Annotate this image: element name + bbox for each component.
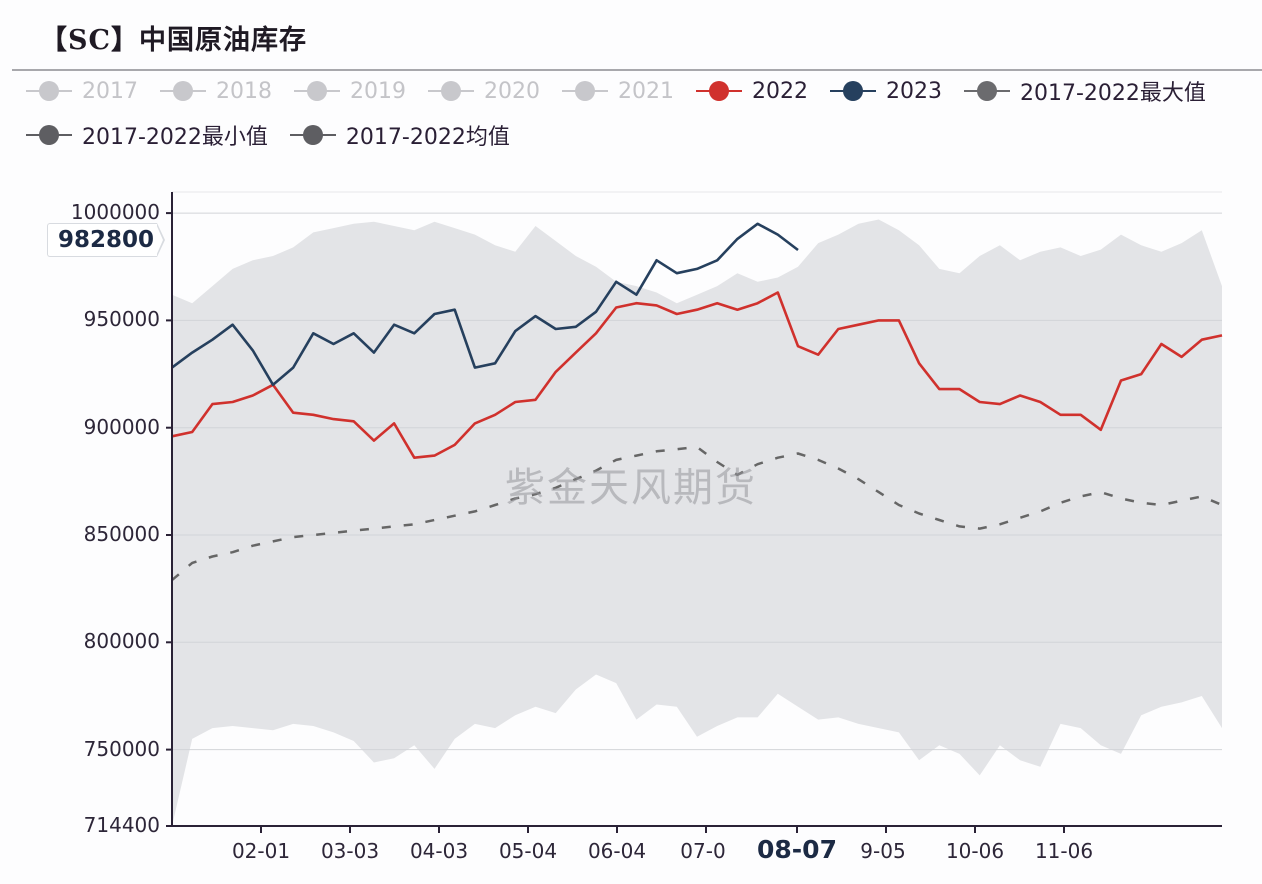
x-tick-label: 11-06 — [1034, 839, 1094, 863]
y-tick-label: 800000 — [83, 629, 160, 654]
legend-item-2020[interactable]: 2020 — [428, 76, 540, 106]
legend-label: 2022 — [752, 78, 808, 104]
y-tick-label: 750000 — [83, 736, 160, 761]
axis-pointer-arrow-inner — [156, 224, 163, 256]
y-tick-label: 1000000 — [70, 200, 160, 225]
legend-marker-icon — [289, 124, 336, 146]
legend-label: 2020 — [484, 78, 540, 104]
legend-marker-icon — [26, 80, 72, 102]
legend-marker-icon — [562, 80, 608, 102]
legend-label: 2017-2022均值 — [345, 125, 510, 150]
y-tick-label: 950000 — [83, 307, 160, 332]
x-tick-label: 02-01 — [231, 839, 291, 863]
x-tick-label: 9-05 — [860, 839, 906, 863]
x-tick-label: 06-04 — [587, 839, 647, 863]
x-tick-label: 04-03 — [409, 839, 469, 863]
legend-item-2017[interactable]: 2017 — [26, 76, 138, 106]
legend-marker-icon — [26, 124, 72, 146]
x-tick-label: 10-06 — [945, 839, 1005, 863]
legend-item-2019[interactable]: 2019 — [294, 76, 406, 106]
legend-marker-icon — [160, 80, 206, 102]
legend-label: 2018 — [216, 78, 272, 104]
legend-item-2023[interactable]: 2023 — [830, 76, 942, 106]
legend-label: 2017 — [82, 78, 138, 104]
x-tick-label: 05-04 — [498, 839, 558, 863]
legend-marker-icon — [428, 80, 474, 102]
legend-marker-icon — [294, 80, 340, 102]
legend-item-2017-2022-max[interactable]: 2017-2022最大值 — [964, 76, 1206, 106]
legend-label: 2017-2022最小值 — [82, 125, 268, 150]
legend-item-2017-2022-avg[interactable]: 2017-2022均值 — [289, 120, 510, 150]
x-tick-label: 07-0 — [680, 839, 726, 863]
legend-label: 2019 — [350, 78, 406, 104]
x-axis-pointer-label: 08-07 — [752, 835, 842, 864]
legend-label: 2017-2022最大值 — [1020, 81, 1206, 106]
chart-title: 【SC】中国原油库存 — [40, 25, 307, 56]
watermark: 紫金天风期货 — [505, 465, 757, 511]
legend-row-1: 2017 2018 2019 2020 2021 2022 2023 2017-2022最大值 — [26, 76, 1228, 106]
legend-item-2018[interactable]: 2018 — [160, 76, 272, 106]
legend-marker-icon — [964, 80, 1010, 102]
legend-label: 2021 — [618, 78, 674, 104]
legend-marker-icon — [830, 80, 876, 102]
legend-label: 2023 — [886, 78, 942, 104]
max-min-band-area — [172, 219, 1222, 826]
axis-pointer-y-label: 982800 — [47, 223, 157, 257]
legend-row-2: 2017-2022最小值 2017-2022均值 — [26, 120, 532, 150]
y-tick-label: 850000 — [83, 522, 160, 546]
title-divider — [12, 69, 1262, 71]
legend-item-2017-2022-min[interactable]: 2017-2022最小值 — [26, 120, 268, 150]
y-tick-label: 714400 — [83, 813, 160, 837]
x-tick-label: 03-03 — [320, 839, 380, 863]
series-line-2022 — [171, 291, 1223, 459]
y-tick-label: 900000 — [83, 414, 160, 439]
legend-marker-icon — [696, 80, 742, 102]
series-line-2023 — [171, 222, 799, 387]
legend-item-2021[interactable]: 2021 — [562, 76, 674, 106]
legend-item-2022[interactable]: 2022 — [696, 76, 808, 106]
series-line-avg — [171, 445, 1223, 582]
